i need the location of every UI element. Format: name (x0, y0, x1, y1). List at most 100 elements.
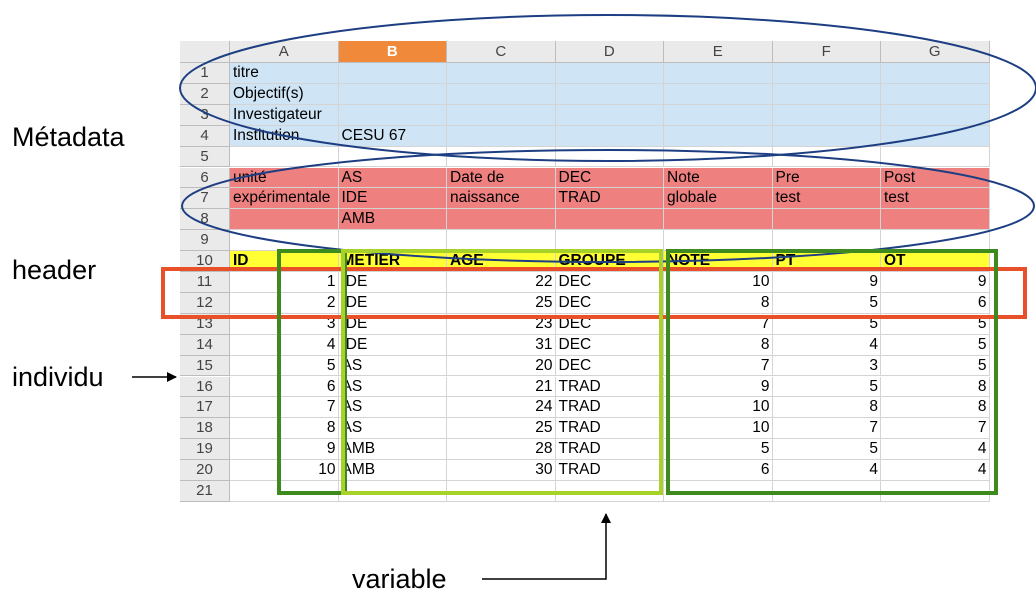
grid-cell[interactable] (772, 209, 881, 231)
grid-cell[interactable] (230, 167, 339, 189)
grid-cell[interactable] (772, 251, 881, 272)
grid-cell[interactable] (555, 334, 664, 356)
grid-cell[interactable] (664, 167, 773, 189)
data-cell[interactable]: 9 (977, 273, 987, 290)
data-cell[interactable]: 2 (326, 293, 336, 311)
grid-cell[interactable] (338, 209, 447, 231)
data-cell[interactable]: 8 (977, 377, 987, 395)
cell-d6[interactable]: DEC (558, 168, 592, 186)
header-cell-ot[interactable]: OT (884, 252, 906, 270)
grid-cell[interactable] (338, 146, 447, 168)
data-cell[interactable]: 25 (535, 419, 553, 437)
data-cell[interactable]: 1 (326, 273, 336, 290)
grid-cell[interactable] (230, 355, 339, 377)
cell-b8[interactable]: AMB (341, 210, 376, 228)
row-header-3[interactable]: 3 (180, 104, 230, 126)
grid-cell[interactable] (772, 83, 881, 105)
row-header-11[interactable]: 11 (180, 272, 230, 293)
grid-cell[interactable] (447, 376, 556, 398)
row-header-2[interactable]: 2 (180, 83, 230, 105)
cell-b6[interactable]: AS (341, 168, 363, 186)
data-cell[interactable]: IDE (341, 293, 368, 311)
grid-cell[interactable] (447, 334, 556, 356)
data-cell[interactable]: 9 (869, 273, 878, 290)
row-header-19[interactable]: 19 (180, 439, 230, 461)
grid-cell[interactable] (881, 460, 990, 481)
grid-cell[interactable] (555, 481, 664, 502)
cell-c6[interactable]: Date de (450, 168, 505, 186)
data-cell[interactable]: 20 (535, 356, 553, 374)
data-cell[interactable]: 24 (535, 398, 553, 416)
grid-cell[interactable] (664, 104, 773, 126)
column-header-e[interactable]: E (664, 41, 773, 63)
data-cell[interactable]: 5 (760, 440, 770, 458)
grid-cell[interactable] (230, 439, 339, 461)
data-cell[interactable]: 23 (535, 314, 553, 332)
grid-cell[interactable] (338, 376, 447, 398)
row-header-9[interactable]: 9 (180, 230, 230, 252)
grid-cell[interactable] (664, 272, 773, 293)
grid-cell[interactable] (881, 292, 990, 314)
data-cell[interactable]: 5 (869, 314, 878, 332)
data-cell[interactable]: 25 (535, 293, 553, 311)
grid-cell[interactable] (555, 146, 664, 168)
grid-cell[interactable] (881, 272, 990, 293)
data-cell[interactable]: 9 (326, 440, 336, 458)
grid-cell[interactable] (772, 334, 881, 356)
data-cell[interactable]: 4 (869, 461, 878, 479)
grid-cell[interactable] (881, 313, 990, 335)
grid-cell[interactable] (447, 63, 556, 84)
row-header-21[interactable]: 21 (180, 481, 230, 502)
cell-f6[interactable]: Pre (775, 168, 800, 186)
data-cell[interactable]: 8 (760, 293, 770, 311)
header-cell-metier[interactable]: METIER (341, 252, 401, 270)
data-cell[interactable]: 7 (326, 398, 336, 416)
cell-a6[interactable]: unité (233, 168, 267, 186)
cell-a4[interactable]: Institution (233, 126, 300, 144)
data-cell[interactable]: 8 (977, 398, 987, 416)
row-header-5[interactable]: 5 (180, 146, 230, 168)
data-cell[interactable]: DEC (558, 314, 592, 332)
data-cell[interactable]: AMB (341, 440, 376, 458)
grid-cell[interactable] (338, 188, 447, 210)
data-cell[interactable]: 7 (760, 314, 770, 332)
data-cell[interactable]: TRAD (558, 377, 601, 395)
grid-cell[interactable] (555, 439, 664, 461)
data-cell[interactable]: 6 (326, 377, 336, 395)
row-header-4[interactable]: 4 (180, 125, 230, 147)
data-cell[interactable]: 31 (535, 335, 553, 353)
grid-cell[interactable] (772, 418, 881, 440)
data-cell[interactable]: 5 (977, 335, 987, 353)
cell-a3[interactable]: Investigateur (233, 105, 322, 123)
grid-cell[interactable] (230, 460, 339, 481)
grid-cell[interactable] (555, 104, 664, 126)
grid-cell[interactable] (881, 355, 990, 377)
grid-cell[interactable] (881, 167, 990, 189)
grid-cell[interactable] (881, 188, 990, 210)
grid-cell[interactable] (881, 397, 990, 419)
cell-b7[interactable]: IDE (341, 189, 368, 207)
data-cell[interactable]: 5 (977, 314, 987, 332)
data-cell[interactable]: 5 (869, 377, 878, 395)
data-cell[interactable]: IDE (341, 273, 368, 290)
grid-cell[interactable] (447, 125, 556, 147)
cell-a2[interactable]: Objectif(s) (233, 84, 304, 102)
data-cell[interactable]: 22 (535, 273, 553, 290)
data-cell[interactable]: 10 (752, 419, 770, 437)
cell-e7[interactable]: globale (667, 189, 717, 207)
cell-g6[interactable]: Post (884, 168, 916, 186)
header-cell-id[interactable]: ID (233, 252, 249, 270)
grid-cell[interactable] (447, 439, 556, 461)
row-header-12[interactable]: 12 (180, 292, 230, 314)
grid-cell[interactable] (772, 439, 881, 461)
grid-cell[interactable] (664, 125, 773, 147)
data-cell[interactable]: 4 (977, 461, 987, 479)
data-cell[interactable]: DEC (558, 335, 592, 353)
grid-cell[interactable] (555, 376, 664, 398)
grid-cell[interactable] (447, 313, 556, 335)
cell-b4[interactable]: CESU 67 (341, 126, 407, 144)
grid-cell[interactable] (881, 63, 990, 84)
data-cell[interactable]: 5 (869, 293, 878, 311)
grid-cell[interactable] (230, 334, 339, 356)
grid-cell[interactable] (230, 313, 339, 335)
